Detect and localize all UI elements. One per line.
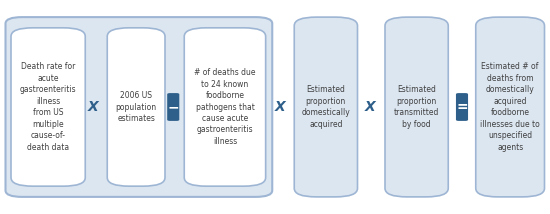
Text: # of deaths due
to 24 known
foodborne
pathogens that
cause acute
gastroenteritis: # of deaths due to 24 known foodborne pa…: [194, 68, 256, 146]
Text: =: =: [456, 100, 468, 114]
Text: 2006 US
population
estimates: 2006 US population estimates: [116, 91, 157, 123]
Text: −: −: [167, 100, 179, 114]
FancyBboxPatch shape: [6, 17, 272, 197]
Text: X: X: [275, 100, 286, 114]
FancyBboxPatch shape: [385, 17, 448, 197]
FancyBboxPatch shape: [11, 28, 85, 186]
Text: Estimated
proportion
transmitted
by food: Estimated proportion transmitted by food: [394, 85, 439, 129]
FancyBboxPatch shape: [294, 17, 358, 197]
Text: Death rate for
acute
gastroenteritis
illness
from US
multiple
cause-of-
death da: Death rate for acute gastroenteritis ill…: [20, 62, 76, 152]
FancyBboxPatch shape: [184, 28, 266, 186]
Text: Estimated # of
deaths from
domestically
acquired
foodborne
illnesses due to
unsp: Estimated # of deaths from domestically …: [480, 62, 540, 152]
FancyBboxPatch shape: [476, 17, 544, 197]
FancyBboxPatch shape: [107, 28, 165, 186]
Text: X: X: [364, 100, 375, 114]
Text: Estimated
proportion
domestically
acquired: Estimated proportion domestically acquir…: [301, 85, 350, 129]
FancyBboxPatch shape: [167, 93, 179, 121]
Text: X: X: [88, 100, 99, 114]
FancyBboxPatch shape: [456, 93, 468, 121]
